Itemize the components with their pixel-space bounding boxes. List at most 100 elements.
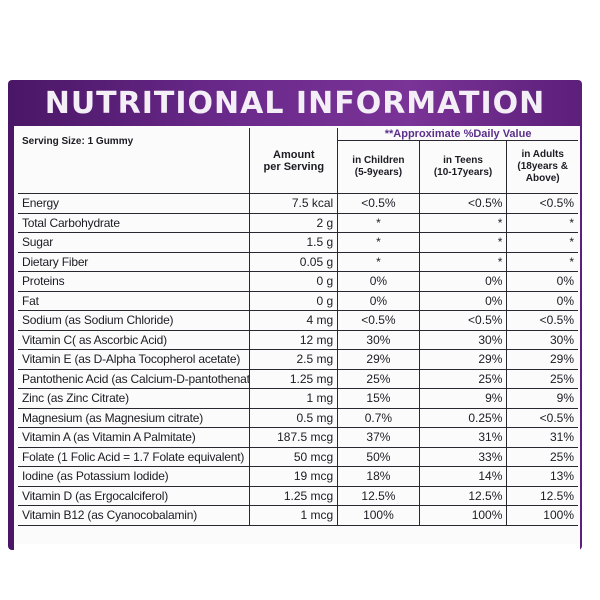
teens-dv: * — [418, 212, 508, 233]
table-row: Vitamin B12 (as Cyanocobalamin) 1 mcg 100%… — [18, 505, 578, 526]
adults-dv: 9% — [506, 388, 578, 409]
children-dv: 30% — [337, 329, 420, 350]
approx-daily-value-header: **Approximate %Daily Value — [337, 128, 578, 141]
adults-dv: * — [506, 251, 578, 272]
teens-dv: <0.5% — [418, 193, 508, 214]
amount-per-serving: 19 mcg — [249, 466, 339, 487]
amount-per-serving: 0.05 g — [249, 251, 339, 272]
nutrient-name: Vitamin D (as Ergocalciferol) — [18, 485, 251, 506]
adults-dv: 31% — [506, 427, 578, 448]
table-row: Iodine (as Potassium Iodide) 19 mcg 18% 14%… — [18, 466, 578, 487]
children-header-line1: in Children — [352, 155, 405, 166]
teens-dv: 0% — [418, 290, 508, 311]
table-row: Zinc (as Zinc Citrate) 1 mg 15% 9% 9% — [18, 388, 578, 409]
nutrient-name: Magnesium (as Magnesium citrate) — [18, 407, 251, 428]
nutrient-name: Folate (1 Folic Acid = 1.7 Folate equiva… — [18, 446, 251, 467]
amount-header-line1: Amount — [273, 148, 315, 161]
adults-dv: 13% — [506, 466, 578, 487]
nutrient-name: Vitamin E (as D-Alpha Tocopherol acetate… — [18, 349, 251, 370]
header-row-columns: in Children (5-9years) in Teens (10-17ye… — [18, 140, 578, 194]
children-dv: 12.5% — [337, 485, 420, 506]
teens-dv: 25% — [418, 368, 508, 389]
amount-per-serving: 0.5 mg — [249, 407, 339, 428]
nutrient-name: Zinc (as Zinc Citrate) — [18, 388, 251, 409]
nutrient-name: Vitamin A (as Vitamin A Palmitate) — [18, 427, 251, 448]
children-header: in Children (5-9years) — [337, 140, 420, 194]
teens-dv: 29% — [418, 349, 508, 370]
label-bottom-strip — [14, 544, 580, 550]
amount-per-serving: 2 g — [249, 212, 339, 233]
amount-header-line2: per Serving — [263, 160, 325, 173]
table-row: Vitamin A (as Vitamin A Palmitate) 187.5 … — [18, 427, 578, 448]
adults-dv: <0.5% — [506, 310, 578, 331]
children-header-line2: (5-9years) — [354, 167, 403, 178]
nutrient-name: Proteins — [18, 271, 251, 292]
adults-header: in Adults (18years & Above) — [506, 140, 578, 194]
amount-per-serving: 1.25 mg — [249, 368, 339, 389]
nutrition-table: Serving Size: 1 Gummy Amount per Serving… — [18, 128, 578, 526]
children-dv: * — [337, 251, 420, 272]
teens-dv: 100% — [418, 505, 508, 526]
adults-dv: 0% — [506, 290, 578, 311]
table-row: Sodium (as Sodium Chloride) 4 mg <0.5% <0.5… — [18, 310, 578, 331]
nutrient-name: Iodine (as Potassium Iodide) — [18, 466, 251, 487]
nutrient-name: Dietary Fiber — [18, 251, 251, 272]
table-row: Pantothenic Acid (as Calcium-D-pantothen… — [18, 368, 578, 389]
adults-dv: 25% — [506, 368, 578, 389]
amount-header: Amount per Serving — [249, 128, 339, 194]
teens-dv: 33% — [418, 446, 508, 467]
amount-per-serving: 1 mcg — [249, 505, 339, 526]
children-dv: <0.5% — [337, 193, 420, 214]
children-dv: * — [337, 232, 420, 253]
amount-per-serving: 4 mg — [249, 310, 339, 331]
adults-dv: 29% — [506, 349, 578, 370]
adults-dv: 0% — [506, 271, 578, 292]
adults-dv: <0.5% — [506, 193, 578, 214]
teens-header: in Teens (10-17years) — [418, 140, 508, 194]
table-row: Folate (1 Folic Acid = 1.7 Folate equiva… — [18, 446, 578, 467]
amount-per-serving: 2.5 mg — [249, 349, 339, 370]
nutrient-name: Fat — [18, 290, 251, 311]
children-dv: 0.7% — [337, 407, 420, 428]
table-row: Dietary Fiber 0.05 g * * * — [18, 251, 578, 272]
children-dv: 100% — [337, 505, 420, 526]
nutrient-name: Vitamin B12 (as Cyanocobalamin) — [18, 505, 251, 526]
children-dv: * — [337, 212, 420, 233]
adults-header-line2: (18years & — [517, 161, 568, 172]
amount-per-serving: 187.5 mcg — [249, 427, 339, 448]
nutrient-name: Vitamin C( as Ascorbic Acid) — [18, 329, 251, 350]
children-dv: <0.5% — [337, 310, 420, 331]
nutrient-name: Sugar — [18, 232, 251, 253]
adults-dv: * — [506, 232, 578, 253]
table-row: Total Carbohydrate 2 g * * * — [18, 212, 578, 233]
nutrient-name: Sodium (as Sodium Chloride) — [18, 310, 251, 331]
nutrient-name: Energy — [18, 193, 251, 214]
children-dv: 50% — [337, 446, 420, 467]
teens-dv: 0.25% — [418, 407, 508, 428]
adults-header-line3: Above) — [525, 173, 560, 184]
amount-per-serving: 0 g — [249, 290, 339, 311]
adults-dv: 100% — [506, 505, 578, 526]
adults-dv: * — [506, 212, 578, 233]
nutrient-name: Pantothenic Acid (as Calcium-D-pantothen… — [18, 368, 251, 389]
teens-dv: * — [418, 232, 508, 253]
children-dv: 15% — [337, 388, 420, 409]
teens-header-line1: in Teens — [443, 155, 483, 166]
children-dv: 0% — [337, 271, 420, 292]
amount-per-serving: 1.25 mcg — [249, 485, 339, 506]
teens-dv: 12.5% — [418, 485, 508, 506]
table-row: Vitamin C( as Ascorbic Acid) 12 mg 30% 30% 3… — [18, 329, 578, 350]
table-row: Proteins 0 g 0% 0% 0% — [18, 271, 578, 292]
table-row: Magnesium (as Magnesium citrate) 0.5 mg 0.… — [18, 407, 578, 428]
adults-dv: 30% — [506, 329, 578, 350]
amount-per-serving: 50 mcg — [249, 446, 339, 467]
amount-per-serving: 7.5 kcal — [249, 193, 339, 214]
adults-header-line1: in Adults — [521, 149, 564, 160]
teens-dv: 0% — [418, 271, 508, 292]
teens-dv: * — [418, 251, 508, 272]
teens-dv: 31% — [418, 427, 508, 448]
teens-dv: 9% — [418, 388, 508, 409]
children-dv: 37% — [337, 427, 420, 448]
amount-per-serving: 1 mg — [249, 388, 339, 409]
children-dv: 18% — [337, 466, 420, 487]
